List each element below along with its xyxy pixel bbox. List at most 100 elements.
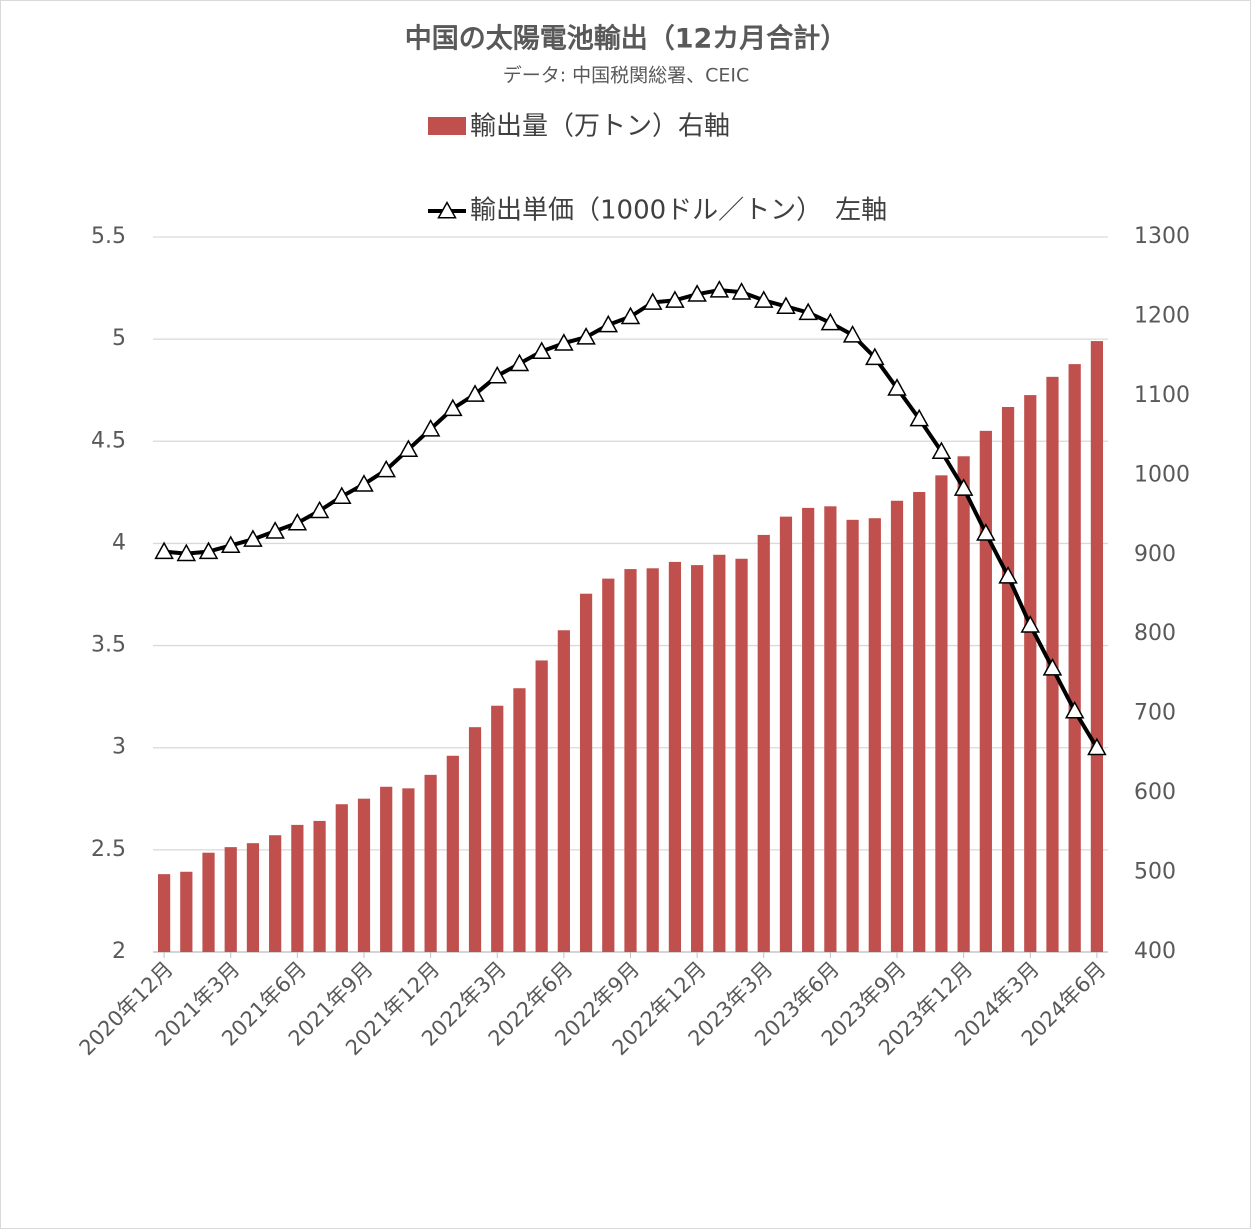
bar: [380, 786, 393, 952]
bar: [824, 506, 837, 952]
line-marker: [1064, 700, 1085, 719]
line-marker: [931, 441, 952, 460]
bar: [579, 593, 593, 952]
bar: [468, 727, 482, 952]
bar: [1001, 407, 1015, 952]
y-tick-label: 5.5: [91, 224, 126, 249]
y2-tick-label: 1200: [1134, 303, 1190, 328]
line-marker: [243, 529, 263, 547]
line-marker: [487, 365, 508, 384]
line-marker: [776, 296, 796, 315]
line-marker: [220, 535, 241, 554]
line-marker: [909, 408, 929, 427]
y-tick-label: 3.5: [91, 633, 126, 658]
bar: [713, 554, 726, 952]
bar: [1090, 341, 1104, 952]
bar: [180, 871, 193, 952]
y2-tick-label: 500: [1134, 860, 1176, 885]
line-marker: [598, 314, 619, 333]
line-marker: [531, 341, 552, 359]
line-marker: [1087, 737, 1107, 756]
bar: [646, 568, 659, 952]
bar: [802, 507, 815, 952]
line-marker: [687, 284, 707, 302]
line-marker: [953, 478, 974, 496]
bar: [757, 534, 770, 952]
line-marker: [865, 347, 885, 366]
line-marker: [820, 312, 841, 331]
line-marker: [398, 439, 419, 458]
line-marker: [265, 521, 285, 539]
line-marker: [554, 333, 574, 351]
line-marker: [998, 566, 1018, 584]
bar: [335, 804, 348, 952]
y2-tick-label: 600: [1134, 780, 1176, 805]
line-marker: [1042, 657, 1063, 676]
y-tick-label: 4.5: [91, 428, 126, 453]
chart-subtitle: データ: 中国税関総署、CEIC: [503, 65, 750, 87]
y2-tick-label: 1100: [1134, 383, 1190, 408]
y2-tick-label: 900: [1134, 542, 1176, 567]
bar: [1068, 364, 1081, 953]
line-marker: [665, 290, 685, 308]
legend-swatch: [428, 117, 466, 135]
line-marker: [420, 418, 441, 437]
bar: [1024, 395, 1037, 952]
bar: [668, 561, 682, 952]
bar: [624, 569, 637, 952]
bar: [735, 558, 748, 952]
bar: [779, 516, 793, 952]
line-marker: [154, 541, 174, 560]
line-marker: [842, 325, 863, 343]
bar: [913, 492, 926, 952]
bar: [535, 660, 548, 952]
chart-title: 中国の太陽電池輸出（12カ月合計）: [405, 23, 848, 55]
bar: [157, 874, 171, 952]
y2-tick-label: 1000: [1134, 462, 1190, 487]
legend-label: 輸出単価（1000ドル／トン） 左軸: [470, 196, 887, 226]
bar: [224, 847, 237, 952]
bar: [246, 843, 260, 952]
line-marker: [887, 378, 907, 396]
bar: [957, 456, 970, 952]
y-tick-label: 4: [112, 530, 126, 555]
legend-marker: [437, 200, 457, 219]
line-marker: [287, 512, 308, 531]
line-marker: [753, 290, 774, 308]
line-marker: [198, 541, 219, 560]
bar: [935, 475, 948, 952]
bar: [890, 500, 904, 952]
bar: [446, 755, 459, 952]
bar: [202, 852, 215, 952]
bar: [357, 798, 371, 952]
bar: [602, 578, 615, 952]
bar: [691, 565, 704, 952]
bar: [424, 774, 437, 952]
y2-tick-label: 700: [1134, 701, 1176, 726]
line-marker: [376, 459, 396, 478]
bar: [291, 824, 304, 952]
line-marker: [354, 474, 374, 492]
bar: [402, 788, 415, 952]
line-marker: [642, 292, 663, 310]
line-marker: [976, 523, 996, 541]
y-tick-label: 2: [112, 939, 126, 964]
bar: [513, 688, 526, 952]
line-marker: [465, 384, 485, 402]
line-marker: [443, 398, 463, 417]
line-marker: [576, 327, 596, 345]
line-marker: [332, 486, 352, 504]
y2-tick-label: 1300: [1134, 224, 1190, 249]
line-marker: [509, 353, 530, 372]
bar: [313, 820, 326, 952]
bar: [269, 835, 282, 952]
y-tick-label: 5: [112, 326, 126, 351]
line-marker: [176, 543, 197, 562]
line-marker: [798, 302, 818, 321]
line-marker: [709, 280, 730, 298]
line-marker: [620, 306, 641, 325]
bar: [979, 430, 992, 952]
bar: [557, 630, 570, 952]
legend-label: 輸出量（万トン）右軸: [470, 112, 730, 142]
